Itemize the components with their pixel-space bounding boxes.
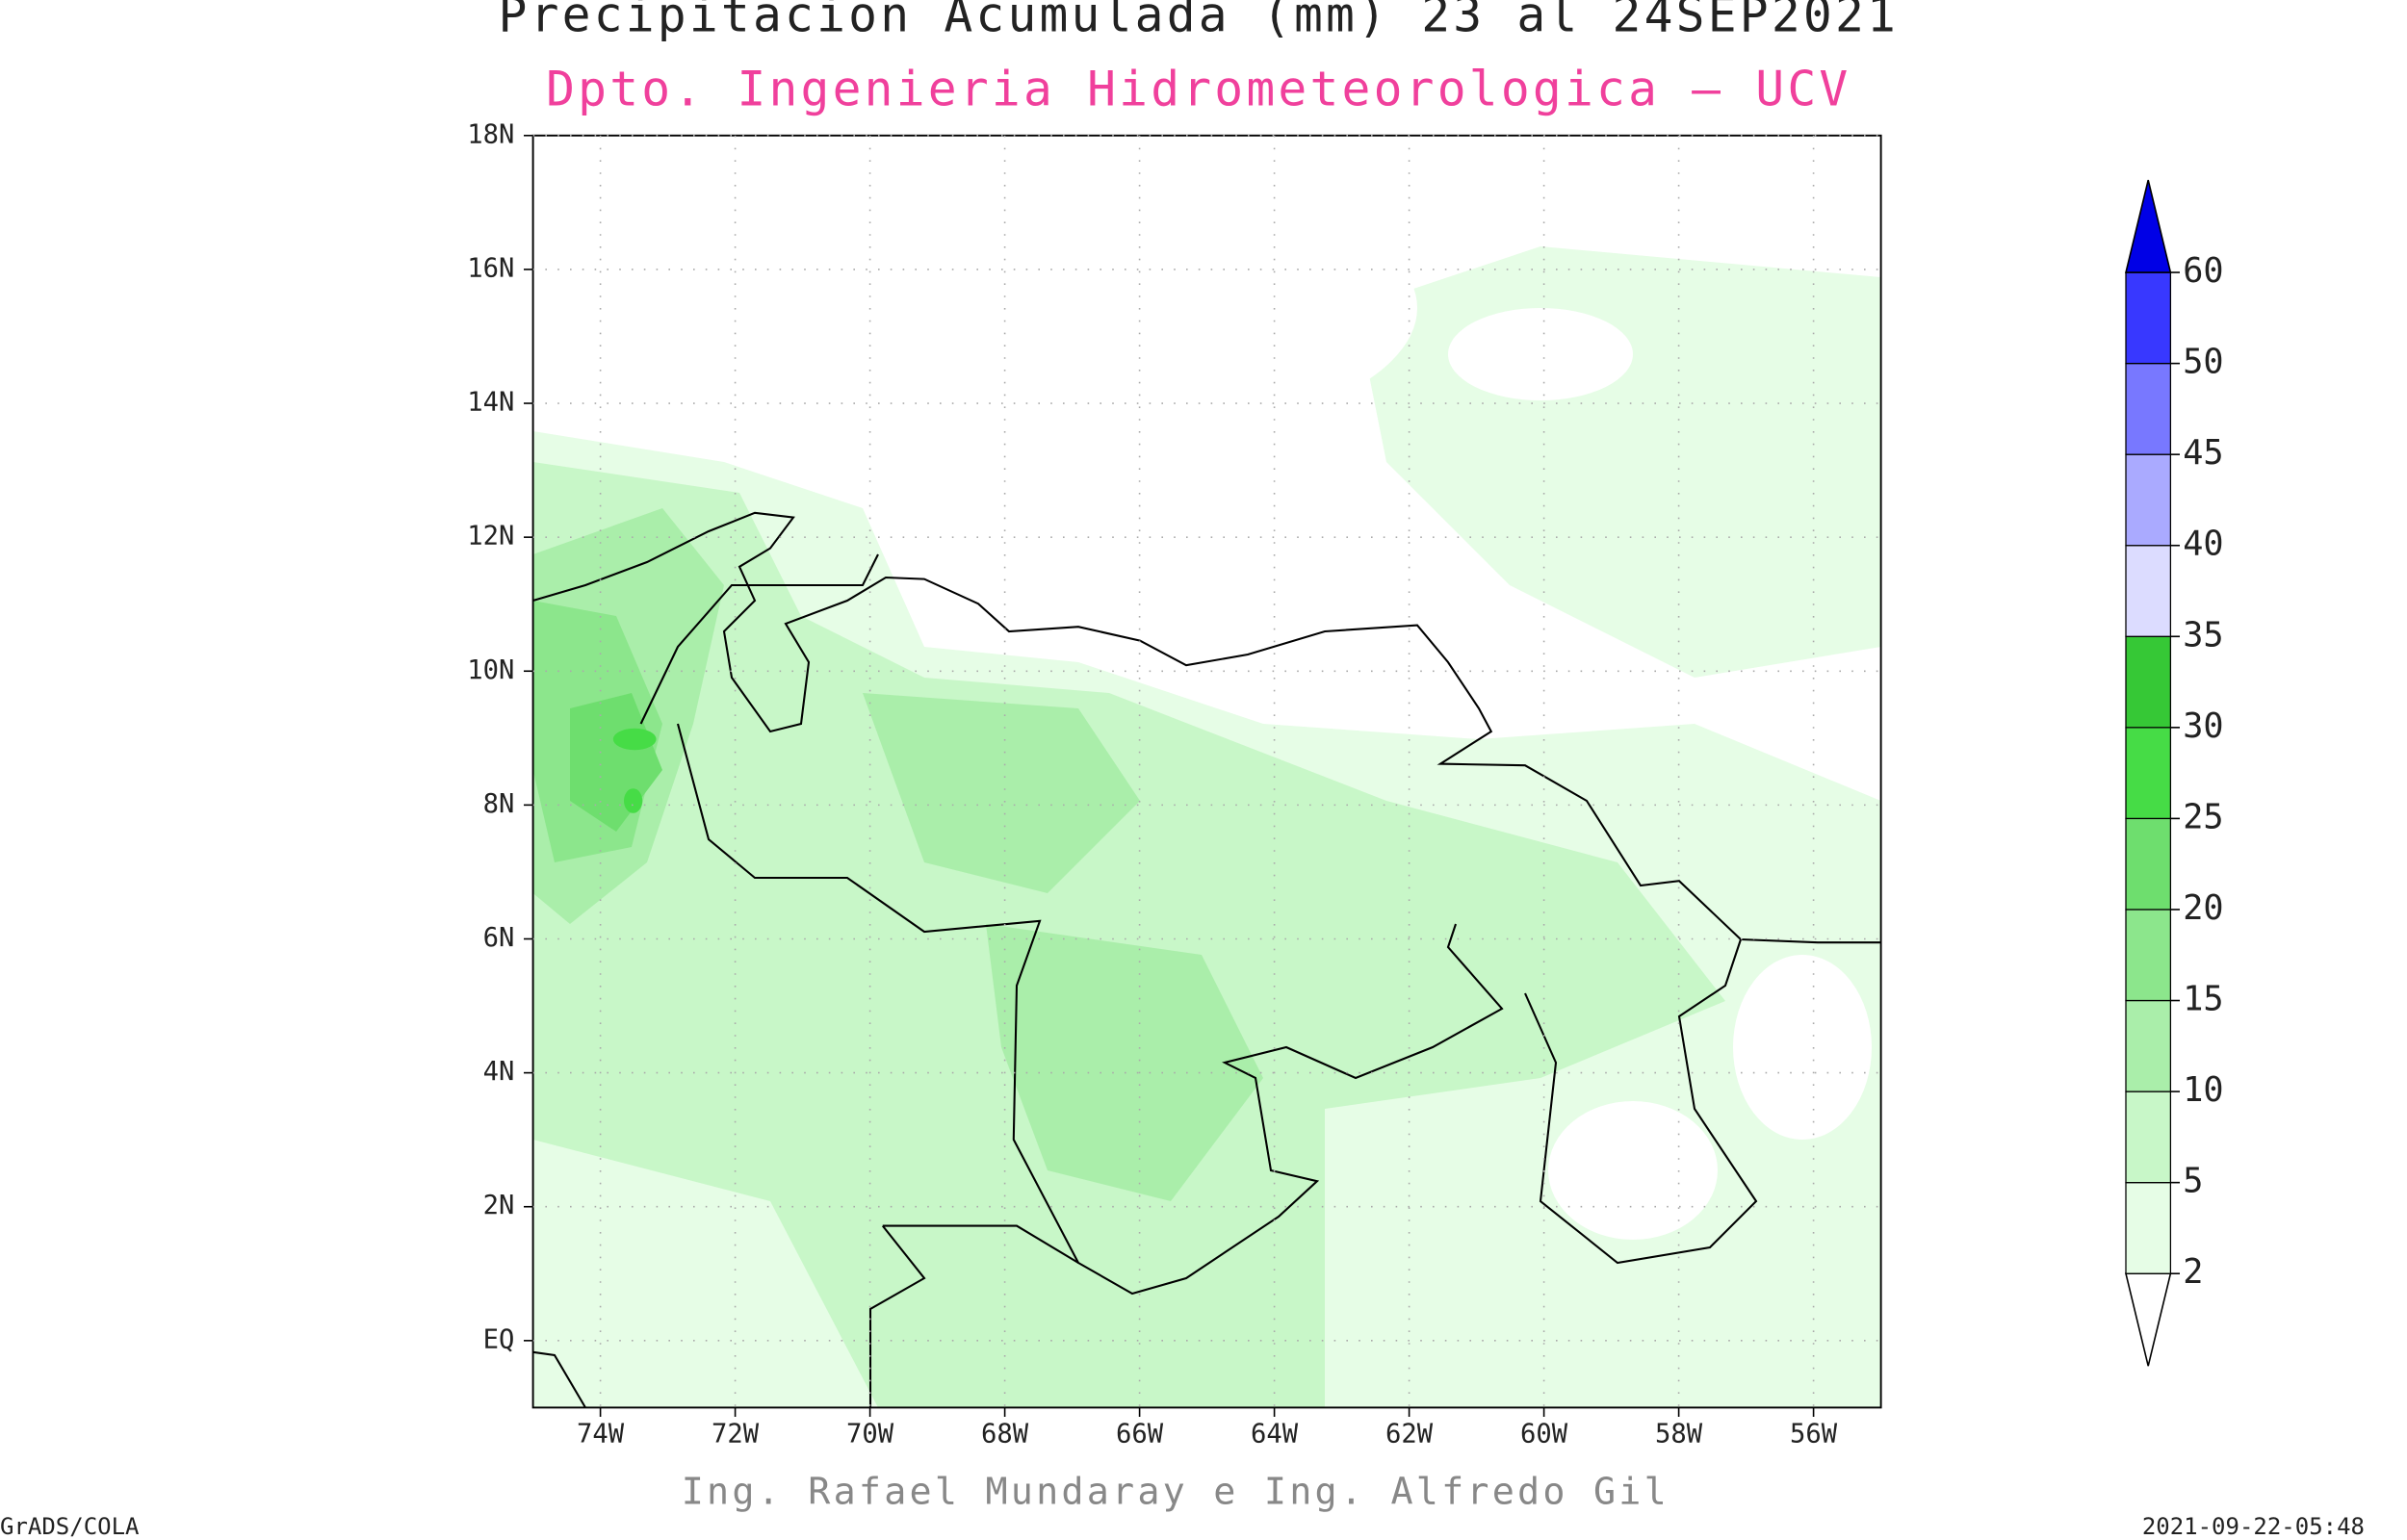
coastlines: [532, 511, 1881, 1408]
colorbar-swatch: [2125, 271, 2172, 365]
y-tick-label: 4N: [483, 1057, 515, 1087]
credits: Ing. Rafael Mundaray e Ing. Alfredo Gil: [682, 1471, 1669, 1514]
colorbar-label: 50: [2183, 343, 2223, 382]
colorbar-arrow-low: [2124, 1272, 2172, 1367]
y-tick-label: 10N: [467, 655, 514, 685]
x-tick-label: 58W: [1655, 1420, 1703, 1450]
x-tick-label: 72W: [712, 1420, 760, 1450]
x-tick-label: 62W: [1385, 1420, 1434, 1450]
y-tick-label: 2N: [483, 1191, 515, 1220]
colorbar-swatch: [2125, 1182, 2172, 1274]
colorbar-label: 5: [2183, 1162, 2203, 1201]
colorbar-swatch: [2125, 909, 2172, 1002]
x-tick-label: 68W: [981, 1420, 1029, 1450]
y-tick-label: 8N: [483, 789, 515, 819]
y-tick-label: 18N: [467, 119, 514, 149]
colorbar-label: 15: [2183, 980, 2223, 1019]
x-tick-label: 70W: [846, 1420, 894, 1450]
colorbar-swatch: [2125, 727, 2172, 820]
y-tick-label: 16N: [467, 253, 514, 283]
y-tick-label: EQ: [483, 1324, 515, 1354]
x-tick-label: 64W: [1251, 1420, 1299, 1450]
colorbar-label: 45: [2183, 433, 2223, 473]
colorbar-swatch: [2125, 453, 2172, 547]
footer-left: GrADS/COLA: [0, 1513, 140, 1540]
x-tick-label: 74W: [577, 1420, 625, 1450]
colorbar-arrow-high: [2124, 179, 2172, 273]
colorbar-label: 25: [2183, 797, 2223, 836]
precip-field: [532, 135, 1881, 1408]
colorbar-swatch: [2125, 635, 2172, 729]
colorbar-swatch: [2125, 362, 2172, 455]
colorbar-label: 2: [2183, 1252, 2203, 1292]
y-tick-label: 12N: [467, 522, 514, 552]
colorbar-swatch: [2125, 1091, 2172, 1184]
footer-right: 2021-09-22-05:48: [2142, 1513, 2365, 1540]
x-tick-label: 56W: [1790, 1420, 1838, 1450]
colorbar-label: 10: [2183, 1070, 2223, 1110]
colorbar-label: 35: [2183, 615, 2223, 654]
map-frame: [531, 134, 1882, 1409]
y-tick-label: 6N: [483, 923, 515, 953]
colorbar-swatch: [2125, 545, 2172, 637]
colorbar-label: 20: [2183, 888, 2223, 928]
colorbar-label: 40: [2183, 525, 2223, 564]
x-tick-label: 60W: [1520, 1420, 1568, 1450]
colorbar-label: 60: [2183, 251, 2223, 291]
x-tick-label: 66W: [1116, 1420, 1164, 1450]
y-tick-label: 14N: [467, 388, 514, 418]
subtitle: Dpto. Ingenieria Hidrometeorologica — UC…: [546, 62, 1851, 117]
colorbar-swatch: [2125, 817, 2172, 911]
colorbar-label: 30: [2183, 706, 2223, 746]
colorbar-swatch: [2125, 999, 2172, 1092]
title: Precipitacion Acumulada (mm) 23 al 24SEP…: [499, 0, 1900, 43]
